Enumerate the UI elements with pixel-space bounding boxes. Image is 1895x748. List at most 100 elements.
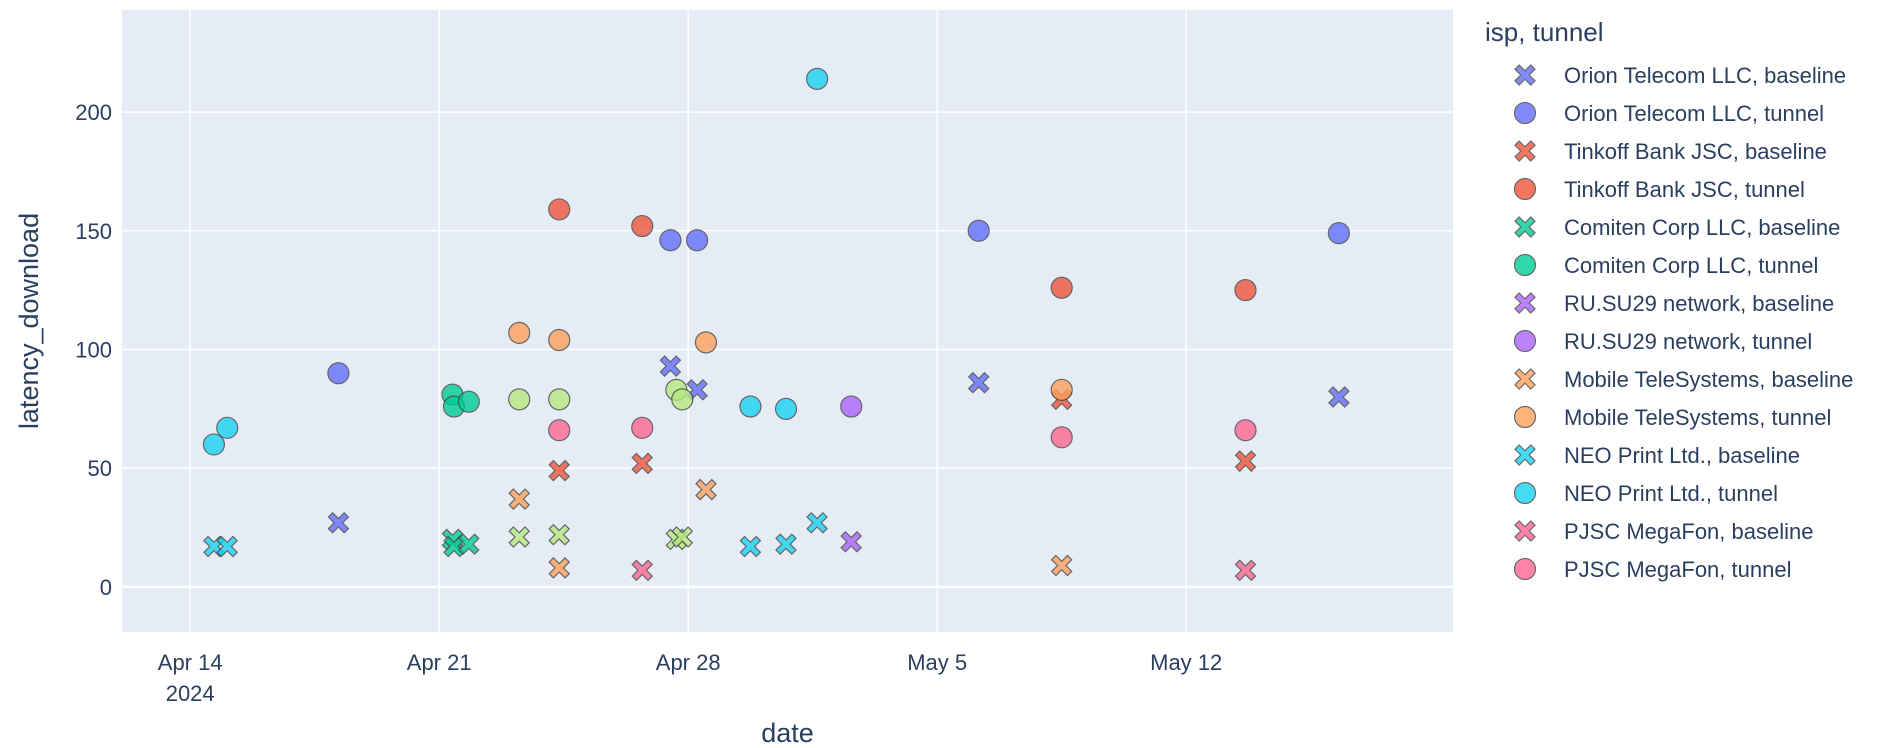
circle-marker xyxy=(202,433,225,456)
circle-marker xyxy=(548,388,571,411)
legend[interactable]: Orion Telecom LLC, baseline Orion Telecom… xyxy=(1513,63,1854,582)
x-axis-title: date xyxy=(761,718,814,748)
x-marker xyxy=(1234,450,1257,472)
circle-marker xyxy=(327,362,350,385)
circle-marker xyxy=(659,229,682,252)
circle-marker xyxy=(548,198,571,221)
legend-label: Comiten Corp LLC, tunnel xyxy=(1564,253,1818,278)
legend-label: Tinkoff Bank JSC, baseline xyxy=(1564,139,1827,164)
x-marker xyxy=(327,511,350,534)
legend-label: RU.SU29 network, tunnel xyxy=(1564,329,1812,354)
y-tick-label: 200 xyxy=(75,100,112,125)
x-marker xyxy=(216,535,239,558)
circle-marker xyxy=(694,331,718,354)
circle-marker xyxy=(1327,222,1350,245)
legend-item[interactable]: Comiten Corp LLC, tunnel xyxy=(1513,253,1819,278)
x-marker xyxy=(457,533,480,556)
legend-label: NEO Print Ltd., baseline xyxy=(1564,443,1800,468)
circle-marker xyxy=(1050,426,1073,449)
circle-marker xyxy=(508,388,531,411)
legend-title: isp, tunnel xyxy=(1485,17,1604,47)
x-marker xyxy=(631,559,654,582)
legend-label: Tinkoff Bank JSC, tunnel xyxy=(1564,177,1805,202)
x-marker xyxy=(508,488,531,510)
legend-item[interactable]: PJSC MegaFon, tunnel xyxy=(1513,557,1792,582)
x-marker xyxy=(695,478,717,501)
circle-marker xyxy=(548,419,571,442)
x-tick-label: Apr 21 xyxy=(407,650,472,675)
legend-circle-marker xyxy=(1513,481,1537,505)
circle-marker xyxy=(739,395,762,418)
circle-marker xyxy=(508,321,531,344)
x-marker xyxy=(806,511,828,534)
legend-circle-marker xyxy=(1513,101,1537,125)
grid-lines xyxy=(122,10,1453,632)
legend-circle-marker xyxy=(1513,253,1537,277)
y-tick-label: 100 xyxy=(75,337,112,362)
x-marker xyxy=(548,523,571,546)
legend-item[interactable]: Mobile TeleSystems, baseline xyxy=(1514,367,1853,392)
x-marker xyxy=(739,535,762,558)
legend-item[interactable]: Mobile TeleSystems, tunnel xyxy=(1513,405,1832,430)
legend-item[interactable]: RU.SU29 network, baseline xyxy=(1514,291,1834,316)
legend-circle-marker xyxy=(1513,329,1537,353)
series-group xyxy=(508,478,1073,579)
legend-item[interactable]: PJSC MegaFon, baseline xyxy=(1514,519,1813,544)
circle-marker xyxy=(1234,279,1257,302)
circle-marker xyxy=(631,214,654,238)
series-group xyxy=(441,383,480,418)
legend-item[interactable]: Orion Telecom LLC, tunnel xyxy=(1513,101,1825,126)
circle-marker xyxy=(457,390,480,413)
legend-item[interactable]: Tinkoff Bank JSC, baseline xyxy=(1514,139,1827,164)
legend-x-marker xyxy=(1514,520,1536,542)
series-group xyxy=(548,198,1257,302)
x-marker xyxy=(548,557,571,579)
x-marker xyxy=(659,355,682,377)
series-group xyxy=(840,395,863,418)
circle-marker xyxy=(631,416,654,439)
circle-marker xyxy=(774,397,798,420)
circle-marker xyxy=(685,229,709,252)
circle-marker xyxy=(1050,276,1073,299)
legend-x-marker xyxy=(1514,368,1536,390)
x-tick-label: Apr 14 xyxy=(158,650,223,675)
y-tick-label: 50 xyxy=(88,456,112,481)
circle-marker xyxy=(806,67,829,90)
y-tick-label: 0 xyxy=(100,575,112,600)
circle-marker xyxy=(840,395,863,418)
legend-circle-marker xyxy=(1513,405,1537,429)
legend-item[interactable]: NEO Print Ltd., baseline xyxy=(1514,443,1800,468)
legend-label: PJSC MegaFon, baseline xyxy=(1564,519,1813,544)
x-marker xyxy=(1050,554,1073,577)
legend-x-marker xyxy=(1514,140,1536,162)
legend-item[interactable]: Orion Telecom LLC, baseline xyxy=(1514,63,1846,88)
x-tick-label: Apr 28 xyxy=(656,650,721,675)
series-group xyxy=(508,523,694,551)
circle-marker xyxy=(967,219,990,242)
legend-label: Mobile TeleSystems, baseline xyxy=(1564,367,1853,392)
series-group xyxy=(327,219,1350,385)
legend-item[interactable]: Comiten Corp LLC, baseline xyxy=(1514,215,1840,240)
series-group xyxy=(548,416,1257,449)
legend-item[interactable]: Tinkoff Bank JSC, tunnel xyxy=(1513,177,1805,202)
series-group xyxy=(508,378,694,411)
x-marker xyxy=(443,535,465,558)
series-group xyxy=(508,321,1073,401)
y-axis-title: latency_download xyxy=(14,213,44,429)
x-marker xyxy=(1234,559,1257,582)
legend-x-marker xyxy=(1514,292,1536,314)
legend-label: Orion Telecom LLC, baseline xyxy=(1564,63,1846,88)
legend-label: NEO Print Ltd., tunnel xyxy=(1564,481,1778,506)
series-group xyxy=(631,559,1257,582)
x-tick-label: May 12 xyxy=(1150,650,1222,675)
x-marker xyxy=(508,526,531,548)
data-markers xyxy=(202,67,1350,582)
legend-item[interactable]: NEO Print Ltd., tunnel xyxy=(1513,481,1779,506)
legend-label: RU.SU29 network, baseline xyxy=(1564,291,1834,316)
circle-marker xyxy=(1234,419,1257,442)
legend-item[interactable]: RU.SU29 network, tunnel xyxy=(1513,329,1813,354)
legend-label: Orion Telecom LLC, tunnel xyxy=(1564,101,1824,126)
series-group xyxy=(327,355,1350,534)
x-marker xyxy=(631,452,654,475)
